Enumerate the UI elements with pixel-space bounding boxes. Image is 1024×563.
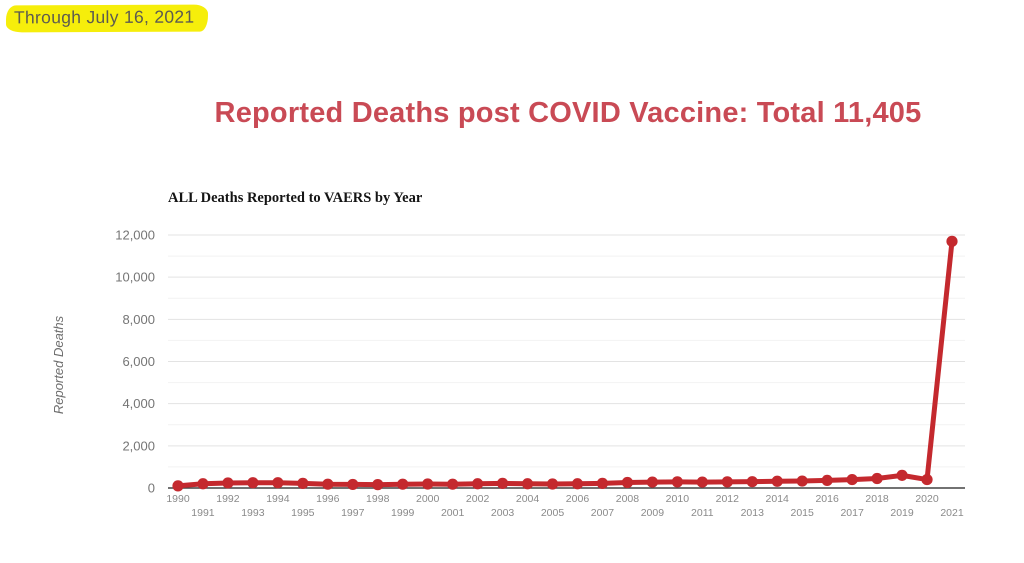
y-tick-label: 10,000 [115, 270, 155, 285]
x-tick-label: 1991 [191, 507, 215, 519]
x-tick-label: 2000 [416, 493, 440, 505]
x-tick-label: 2008 [616, 493, 640, 505]
x-tick-label: 1990 [166, 493, 190, 505]
y-tick-label: 6,000 [122, 354, 155, 369]
y-tick-label: 2,000 [122, 438, 155, 453]
x-tick-label: 2001 [441, 507, 465, 519]
x-tick-label: 2014 [766, 493, 790, 505]
data-point [521, 478, 534, 490]
data-point [247, 477, 259, 489]
x-tick-label: 1997 [341, 507, 365, 519]
x-tick-label: 2003 [491, 507, 515, 519]
data-point [546, 478, 559, 490]
page-title: Reported Deaths post COVID Vaccine: Tota… [214, 97, 922, 129]
x-tick-label: 2009 [641, 507, 665, 519]
x-tick-label: 2011 [691, 507, 714, 519]
data-point [571, 478, 584, 490]
y-tick-label: 8,000 [122, 312, 155, 327]
data-point [921, 473, 933, 486]
x-tick-label: 1999 [391, 507, 415, 519]
data-point [397, 478, 409, 490]
data-point [172, 480, 184, 492]
data-point [796, 475, 808, 487]
x-tick-label: 1992 [216, 493, 240, 505]
data-point [197, 478, 209, 490]
data-point [721, 476, 733, 488]
data-point [347, 478, 359, 491]
x-tick-label: 2010 [666, 493, 690, 505]
y-tick-label: 4,000 [122, 396, 155, 411]
data-point [771, 475, 783, 487]
data-point [596, 477, 609, 489]
data-point [646, 476, 658, 488]
data-point [422, 478, 434, 490]
data-point [322, 478, 334, 490]
x-tick-label: 2002 [466, 493, 490, 505]
data-point [372, 479, 384, 491]
data-point [297, 477, 309, 489]
data-point [871, 472, 883, 485]
data-point [472, 478, 484, 490]
data-point [696, 476, 708, 488]
highlighted-date-note: Through July 16, 2021 [5, 4, 209, 33]
data-point [621, 476, 634, 489]
x-tick-label: 1994 [266, 493, 290, 505]
x-tick-label: 2017 [840, 507, 864, 519]
y-tick-label: 0 [148, 481, 155, 496]
x-tick-label: 2018 [865, 493, 889, 505]
data-line [175, 238, 955, 489]
data-point [946, 235, 958, 247]
data-point [821, 474, 833, 487]
x-tick-label: 2012 [716, 493, 740, 505]
x-tick-label: 1998 [366, 493, 390, 505]
x-tick-label: 2005 [541, 507, 565, 519]
data-point [447, 478, 459, 490]
data-point [496, 477, 509, 489]
data-point [746, 476, 758, 488]
x-tick-label: 1995 [291, 507, 315, 519]
x-tick-label: 2016 [815, 493, 839, 505]
vaers-deaths-line-chart: 02,0004,0006,0008,00010,00012,0001990199… [51, 228, 965, 519]
data-point [896, 469, 908, 481]
x-tick-label: 2019 [890, 507, 914, 519]
x-tick-label: 2020 [915, 493, 939, 505]
y-axis-title: Reported Deaths [51, 315, 66, 414]
x-tick-label: 2006 [566, 493, 590, 505]
x-tick-label: 2007 [591, 507, 615, 519]
x-tick-label: 2021 [940, 507, 964, 519]
x-tick-label: 2015 [791, 507, 815, 519]
data-point [671, 476, 683, 488]
chart-title: ALL Deaths Reported to VAERS by Year [168, 190, 423, 206]
y-tick-label: 12,000 [115, 228, 155, 243]
x-tick-label: 2004 [516, 493, 540, 505]
x-tick-label: 2013 [741, 507, 765, 519]
x-tick-label: 1993 [241, 507, 265, 519]
data-point [846, 473, 858, 486]
data-point [272, 477, 284, 489]
data-point [222, 477, 234, 489]
x-tick-label: 1996 [316, 493, 340, 505]
